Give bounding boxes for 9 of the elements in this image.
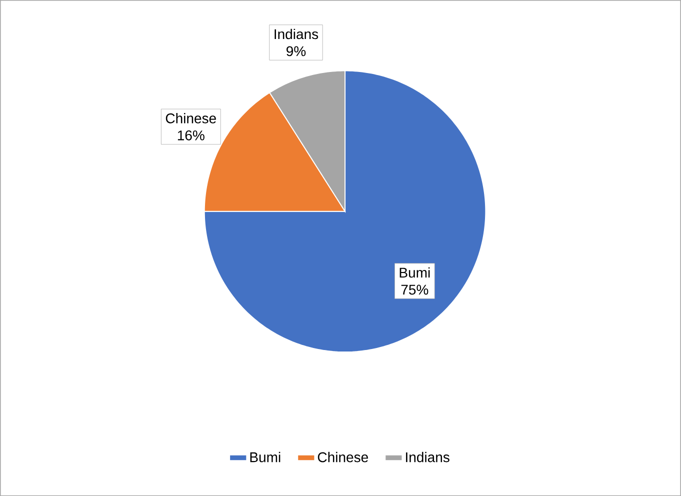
data-label: 9% xyxy=(286,46,306,56)
legend-label: Chinese xyxy=(318,452,368,462)
legend-label: Indians xyxy=(406,452,450,462)
legend-label: Bumi xyxy=(250,452,280,462)
slice-label: Chinese xyxy=(166,112,216,124)
data-label: 16% xyxy=(178,130,204,140)
slice-label: Indians xyxy=(274,28,318,40)
slice-label: Bumi xyxy=(400,267,430,278)
data-label: 75% xyxy=(401,284,428,295)
